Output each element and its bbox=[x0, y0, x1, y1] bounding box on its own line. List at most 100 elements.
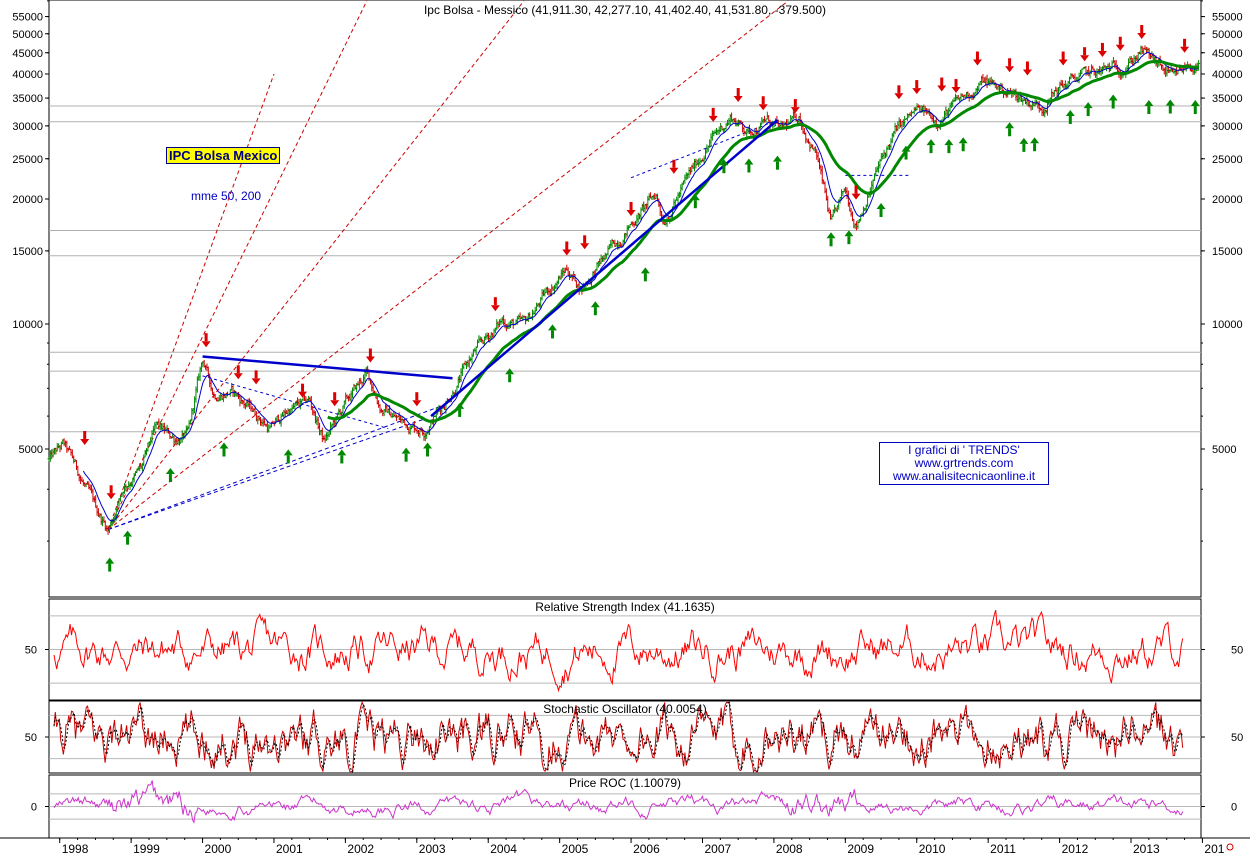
buy-arrow-shaft bbox=[929, 145, 933, 154]
sell-arrow-head bbox=[80, 439, 90, 445]
buy-arrow-shaft bbox=[829, 238, 833, 247]
buy-arrow-icon bbox=[1108, 94, 1118, 109]
buy-arrow-shaft bbox=[222, 448, 226, 457]
buy-arrow-head bbox=[1108, 94, 1118, 101]
sell-arrow-shaft bbox=[565, 241, 569, 250]
sell-arrow-icon bbox=[233, 365, 243, 380]
corner-mark-icon bbox=[1226, 843, 1234, 851]
sell-arrow-shaft bbox=[897, 85, 901, 94]
buy-arrow-icon bbox=[1083, 102, 1093, 117]
buy-arrow-shaft bbox=[404, 453, 408, 462]
sell-arrow-head bbox=[951, 87, 961, 94]
sell-arrow-icon bbox=[1115, 36, 1125, 51]
sell-arrow-icon bbox=[790, 99, 800, 114]
sell-arrow-icon bbox=[708, 107, 718, 122]
buy-arrow-shaft bbox=[947, 145, 951, 154]
x-tick-label: 1999 bbox=[133, 842, 160, 855]
y-tick-label-right: 10000 bbox=[1212, 319, 1243, 331]
sell-arrow-head bbox=[233, 373, 243, 380]
sell-arrow-icon bbox=[937, 77, 947, 92]
sell-arrow-head bbox=[1080, 55, 1090, 62]
sell-arrow-icon bbox=[1180, 38, 1190, 53]
x-tick-label: 2010 bbox=[919, 842, 946, 855]
buy-arrow-shaft bbox=[904, 151, 908, 160]
sell-arrow-shaft bbox=[1183, 38, 1187, 47]
sell-arrow-head bbox=[412, 400, 422, 407]
sell-arrow-shaft bbox=[975, 51, 979, 60]
buy-arrow-icon bbox=[337, 449, 347, 464]
buy-arrow-shaft bbox=[1008, 128, 1012, 137]
x-tick-label: 2004 bbox=[490, 842, 517, 855]
y-tick-label-left: 30000 bbox=[12, 121, 43, 133]
trends-credit-box: I grafici di ' TRENDS' www.grtrends.com … bbox=[879, 442, 1049, 485]
buy-arrow-icon bbox=[219, 442, 229, 457]
sell-arrow-icon bbox=[894, 85, 904, 100]
sell-arrow-shaft bbox=[368, 348, 372, 357]
sell-arrow-icon bbox=[80, 431, 90, 445]
buy-arrow-icon bbox=[844, 230, 854, 245]
buy-arrow-head bbox=[1019, 137, 1029, 144]
sell-arrow-head bbox=[1137, 33, 1147, 40]
fan-line bbox=[107, 0, 789, 530]
buy-arrow-icon bbox=[826, 232, 836, 247]
buy-arrow-head bbox=[423, 442, 433, 449]
sell-arrow-shaft bbox=[1100, 42, 1104, 51]
buy-arrow-shaft bbox=[168, 474, 172, 483]
buy-arrow-head bbox=[1030, 137, 1040, 144]
sell-arrow-shaft bbox=[711, 107, 715, 116]
buy-arrow-icon bbox=[1019, 137, 1029, 152]
fan-line bbox=[107, 73, 275, 530]
sell-arrow-icon bbox=[1080, 47, 1090, 62]
buy-arrow-head bbox=[744, 158, 754, 165]
sell-arrow-shaft bbox=[629, 202, 633, 211]
buy-arrow-head bbox=[826, 232, 836, 239]
sell-arrow-icon bbox=[851, 185, 861, 200]
buy-arrow-head bbox=[283, 449, 293, 456]
y-tick-label-left: 5000 bbox=[19, 444, 43, 456]
sell-arrow-head bbox=[1180, 46, 1190, 53]
x-tick-label: 2011 bbox=[990, 842, 1016, 855]
buy-arrow-icon bbox=[1065, 109, 1075, 124]
buy-arrow-head bbox=[1190, 100, 1200, 107]
sell-arrow-shaft bbox=[109, 485, 113, 494]
sell-arrow-head bbox=[1097, 50, 1107, 57]
sell-arrow-head bbox=[251, 378, 261, 385]
sto-signal-line bbox=[53, 701, 1184, 773]
sell-arrow-shaft bbox=[1008, 58, 1012, 67]
buy-arrow-head bbox=[944, 139, 954, 146]
buy-arrow-shaft bbox=[551, 330, 555, 339]
y-tick-label-right: 25000 bbox=[1212, 154, 1243, 166]
sell-arrow-icon bbox=[365, 348, 375, 363]
buy-arrow-shaft bbox=[1033, 143, 1037, 152]
support-dashed-line bbox=[108, 404, 446, 530]
sell-arrow-icon bbox=[1022, 61, 1032, 76]
y-tick-label-right: 45000 bbox=[1212, 48, 1243, 60]
buy-arrow-shaft bbox=[847, 236, 851, 245]
sell-arrow-icon bbox=[298, 383, 308, 398]
y-tick-label-left: 20000 bbox=[12, 194, 43, 206]
sell-arrow-icon bbox=[490, 297, 500, 312]
sell-arrow-shaft bbox=[672, 159, 676, 168]
roc-line bbox=[53, 780, 1184, 824]
buy-arrow-icon bbox=[1030, 137, 1040, 152]
y-tick-label-left: 10000 bbox=[12, 319, 43, 331]
buy-arrow-icon bbox=[455, 402, 465, 417]
sell-arrow-shaft bbox=[493, 297, 497, 306]
buy-arrow-icon bbox=[1144, 100, 1154, 115]
buy-arrow-icon bbox=[719, 159, 729, 174]
trends-credit-line: www.grtrends.com bbox=[914, 456, 1014, 470]
rsi-y-tick-label: 50 bbox=[25, 645, 37, 657]
sell-arrow-icon bbox=[562, 241, 572, 256]
buy-arrow-icon bbox=[1190, 100, 1200, 115]
sell-arrow-shaft bbox=[761, 96, 765, 105]
buy-arrow-shaft bbox=[747, 164, 751, 173]
rsi-y-tick-label-right: 50 bbox=[1231, 645, 1243, 657]
x-tick-label: 2003 bbox=[419, 842, 446, 855]
sell-arrow-head bbox=[201, 341, 211, 348]
buy-arrow-icon bbox=[505, 368, 515, 383]
sell-arrow-head bbox=[1115, 44, 1125, 51]
instrument-label: IPC Bolsa Mexico bbox=[166, 147, 281, 164]
sell-arrow-shaft bbox=[236, 365, 240, 374]
support-dashed-line bbox=[108, 418, 425, 530]
